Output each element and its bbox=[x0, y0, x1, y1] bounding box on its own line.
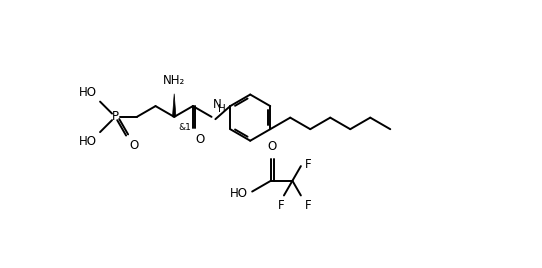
Text: F: F bbox=[305, 158, 311, 171]
Text: N: N bbox=[213, 98, 222, 111]
Text: F: F bbox=[278, 199, 285, 211]
Text: HO: HO bbox=[230, 187, 248, 200]
Text: O: O bbox=[129, 139, 138, 152]
Text: H: H bbox=[218, 104, 226, 114]
Text: HO: HO bbox=[79, 135, 97, 148]
Text: P: P bbox=[112, 110, 119, 123]
Text: HO: HO bbox=[79, 85, 97, 99]
Text: NH₂: NH₂ bbox=[163, 74, 185, 87]
Text: O: O bbox=[195, 133, 204, 146]
Polygon shape bbox=[172, 94, 176, 117]
Text: &1: &1 bbox=[178, 123, 191, 132]
Text: F: F bbox=[305, 199, 311, 211]
Text: O: O bbox=[268, 140, 277, 153]
